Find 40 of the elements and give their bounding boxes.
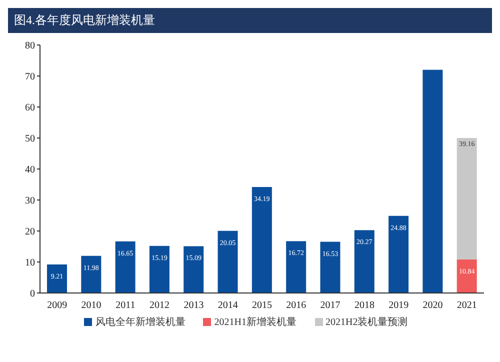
- x-tick-label: 2021: [456, 300, 477, 312]
- bar: [218, 230, 238, 293]
- bar: [456, 138, 477, 260]
- bar: [388, 216, 409, 293]
- x-tick-label: 2014: [218, 300, 238, 312]
- bar: [81, 256, 102, 293]
- bar: [422, 70, 443, 293]
- y-tick-label: 70: [25, 72, 35, 83]
- x-tick-label: 2016: [286, 300, 306, 312]
- y-tick-label: 50: [25, 134, 35, 145]
- y-tick-label: 30: [25, 196, 35, 207]
- bar: [149, 246, 170, 293]
- y-tick-label: 60: [25, 102, 35, 114]
- x-tick-label: 2012: [150, 300, 170, 312]
- x-tick-label: 2019: [388, 300, 409, 312]
- y-tick-label: 80: [25, 40, 35, 52]
- bar: [456, 259, 477, 293]
- x-tick-label: 2017: [320, 300, 340, 312]
- bar: [320, 242, 340, 293]
- x-tick-label: 2010: [81, 300, 102, 312]
- legend-label: 风电全年新增装机量: [94, 316, 186, 329]
- y-tick-label: 10: [25, 258, 35, 269]
- bar: [286, 241, 306, 293]
- x-tick-label: 2013: [184, 300, 204, 312]
- y-tick-label: 40: [25, 164, 35, 176]
- y-tick-label: 20: [25, 226, 35, 238]
- bar: [184, 246, 204, 293]
- bar: [252, 187, 272, 293]
- x-tick-label: 2020: [422, 300, 443, 312]
- bar: [354, 230, 374, 293]
- y-tick-label: 0: [30, 288, 35, 300]
- x-tick-label: 2011: [116, 300, 136, 312]
- x-tick-label: 2015: [252, 300, 272, 312]
- x-tick-label: 2009: [47, 300, 68, 312]
- legend-label: 2021H2装机量预测: [324, 316, 408, 329]
- legend-label: 2021H1新增装机量: [213, 316, 296, 329]
- chart-title: 图4.各年度风电新增装机量: [8, 8, 492, 33]
- bar: [47, 264, 67, 293]
- bar: [115, 241, 136, 293]
- x-tick-label: 2018: [354, 300, 374, 312]
